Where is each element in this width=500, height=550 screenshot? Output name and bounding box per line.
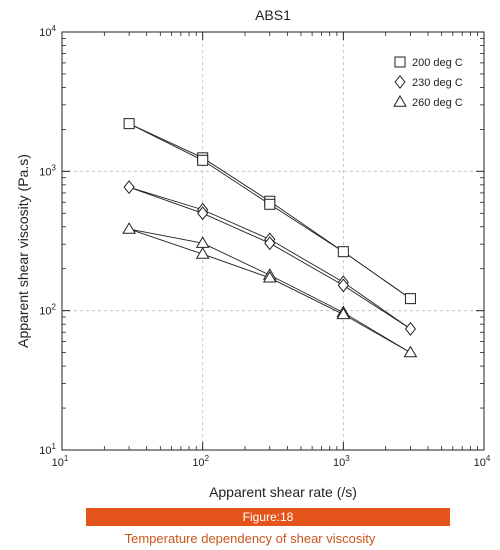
- legend-marker-square: [394, 56, 406, 68]
- chart-title: ABS1: [255, 7, 291, 23]
- data-point-square: [197, 154, 209, 166]
- data-point-diamond: [264, 236, 276, 251]
- plot-frame: [61, 31, 485, 451]
- data-point-triangle: [122, 222, 136, 234]
- data-point-triangle: [262, 270, 277, 283]
- legend-marker-diamond: [394, 74, 406, 90]
- y-tick-label: 103: [39, 163, 56, 178]
- x-tick-label: 104: [474, 454, 491, 469]
- data-point-diamond: [337, 278, 349, 293]
- figure-label-bar: Figure:18: [86, 508, 450, 526]
- viscosity-chart: 101 102 103 104 101 102 103 104 ABS1 Apparent she…: [15, 7, 491, 500]
- legend-label: 200 deg C: [412, 57, 463, 69]
- legend-label: 230 deg C: [412, 77, 463, 89]
- data-point-square: [404, 293, 416, 305]
- data-point-diamond: [197, 206, 209, 221]
- x-tick-label: 101: [52, 454, 69, 469]
- legend-marker-triangle: [393, 95, 407, 107]
- data-point-diamond: [404, 321, 417, 336]
- data-point-triangle: [195, 247, 210, 259]
- data-point-diamond: [123, 180, 135, 195]
- figure-label: Figure:18: [242, 510, 294, 524]
- legend-label: 260 deg C: [412, 97, 463, 109]
- y-tick-label: 101: [39, 442, 56, 457]
- data-point-triangle: [403, 345, 418, 358]
- x-axis-label: Apparent shear rate (/s): [209, 484, 357, 500]
- data-point-triangle: [336, 307, 351, 320]
- data-point-square: [264, 198, 276, 210]
- x-tick-label: 103: [333, 454, 350, 469]
- data-point-square: [123, 118, 135, 130]
- y-axis-label: Apparent shear viscosity (Pa.s): [15, 154, 31, 348]
- data-point-square: [337, 246, 349, 258]
- figure-caption: Temperature dependency of shear viscosit…: [124, 531, 376, 546]
- y-tick-label: 104: [39, 24, 56, 39]
- y-tick-label: 102: [39, 303, 56, 318]
- x-tick-label: 102: [192, 454, 209, 469]
